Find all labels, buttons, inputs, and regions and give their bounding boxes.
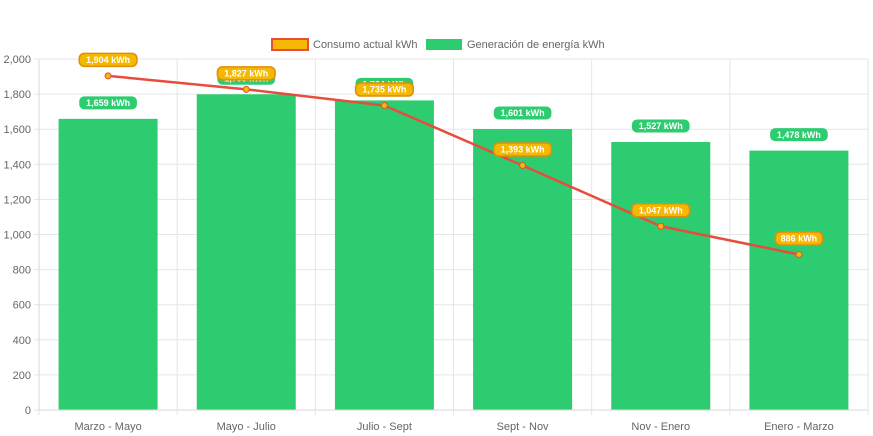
bar (473, 129, 573, 410)
bar-data-label-bg (631, 119, 690, 133)
bar (334, 100, 434, 410)
bar-data-label: 1,659 kWh (79, 96, 137, 110)
line-data-label: 1,735 kWh (354, 82, 415, 97)
line-point (519, 162, 527, 170)
y-tick-label: 600 (13, 300, 31, 312)
legend[interactable]: Consumo actual kWh Generación de energía… (271, 38, 605, 51)
bar-data-label: 1,601 kWh (493, 106, 552, 120)
line-data-label-text: 1,735 kWh (362, 85, 406, 95)
grid (38, 58, 869, 415)
y-tick-label: 800 (13, 265, 31, 277)
legend-item-consumo[interactable]: Consumo actual kWh (271, 38, 418, 51)
line-data-label-bg (354, 82, 415, 97)
x-tick-label: Marzo - Mayo (74, 421, 141, 433)
y-tick-label: 0 (25, 405, 31, 417)
line-data-label-bg (216, 66, 276, 81)
line-data-label-text: 1,904 kWh (86, 55, 130, 65)
legend-swatch-generacion (426, 39, 462, 50)
line-data-label-bg (774, 231, 824, 246)
bar-data-label-text: 1,601 kWh (501, 108, 545, 118)
bar (749, 150, 849, 410)
bar-data-label-text: 1,527 kWh (639, 121, 683, 131)
line-data-label-bg (78, 52, 138, 68)
y-tick-label: 1,000 (3, 230, 31, 242)
y-tick-label: 1,800 (3, 89, 31, 101)
bar-data-label-text: 1,478 kWh (777, 130, 821, 140)
line-point (795, 251, 803, 259)
consumo-line (107, 74, 800, 256)
line-data-label: 1,393 kWh (492, 142, 553, 157)
bar-data-label: 1,478 kWh (770, 128, 828, 142)
bar (196, 94, 296, 410)
axes: 0 200 400 600 800 1,000 1,200 1,400 1,600 1,800 2,… (3, 54, 868, 433)
line-data-label-text: 1,827 kWh (224, 69, 268, 79)
line-data-label-text: 1,047 kWh (639, 205, 683, 215)
line-data-label-bg (631, 203, 691, 218)
line-point (104, 72, 112, 80)
bar (611, 142, 711, 410)
x-tick-label: Mayo - Julio (217, 421, 276, 433)
bar-data-label-bg (493, 106, 552, 120)
y-tick-label: 2,000 (3, 54, 31, 66)
bar-data-label-bg (770, 128, 828, 142)
line-point (657, 222, 665, 230)
x-tick-label: Nov - Enero (631, 421, 690, 433)
y-tick-label: 1,600 (3, 124, 31, 136)
legend-label-generacion: Generación de energía kWh (467, 39, 605, 51)
bar-series (58, 94, 849, 411)
y-tick-label: 400 (13, 335, 31, 347)
x-tick-label: Enero - Marzo (764, 421, 834, 433)
x-tick-label: Julio - Sept (357, 421, 412, 433)
bar-data-label-text: 1,659 kWh (86, 98, 130, 108)
line-data-label-text: 1,393 kWh (501, 145, 545, 155)
y-tick-label: 1,400 (3, 159, 31, 171)
line-data-label: 1,047 kWh (631, 203, 691, 218)
bar (58, 118, 158, 411)
y-tick-label: 200 (13, 370, 31, 382)
y-tick-label: 1,200 (3, 194, 31, 206)
line-data-label-text: 886 kWh (781, 234, 818, 244)
line-data-label-bg (492, 142, 553, 157)
bar-data-label: 1,527 kWh (631, 119, 690, 133)
x-tick-label: Sept - Nov (497, 421, 549, 433)
legend-swatch-consumo (271, 38, 309, 51)
line-point (380, 102, 388, 110)
bar-data-label-bg (79, 96, 137, 110)
legend-item-generacion[interactable]: Generación de energía kWh (426, 39, 605, 51)
line-point (242, 85, 250, 93)
line-data-label: 886 kWh (774, 231, 824, 246)
line-series (104, 72, 803, 259)
legend-label-consumo: Consumo actual kWh (313, 39, 418, 51)
line-data-label: 1,827 kWh (216, 66, 276, 81)
line-data-label: 1,904 kWh (78, 52, 138, 68)
